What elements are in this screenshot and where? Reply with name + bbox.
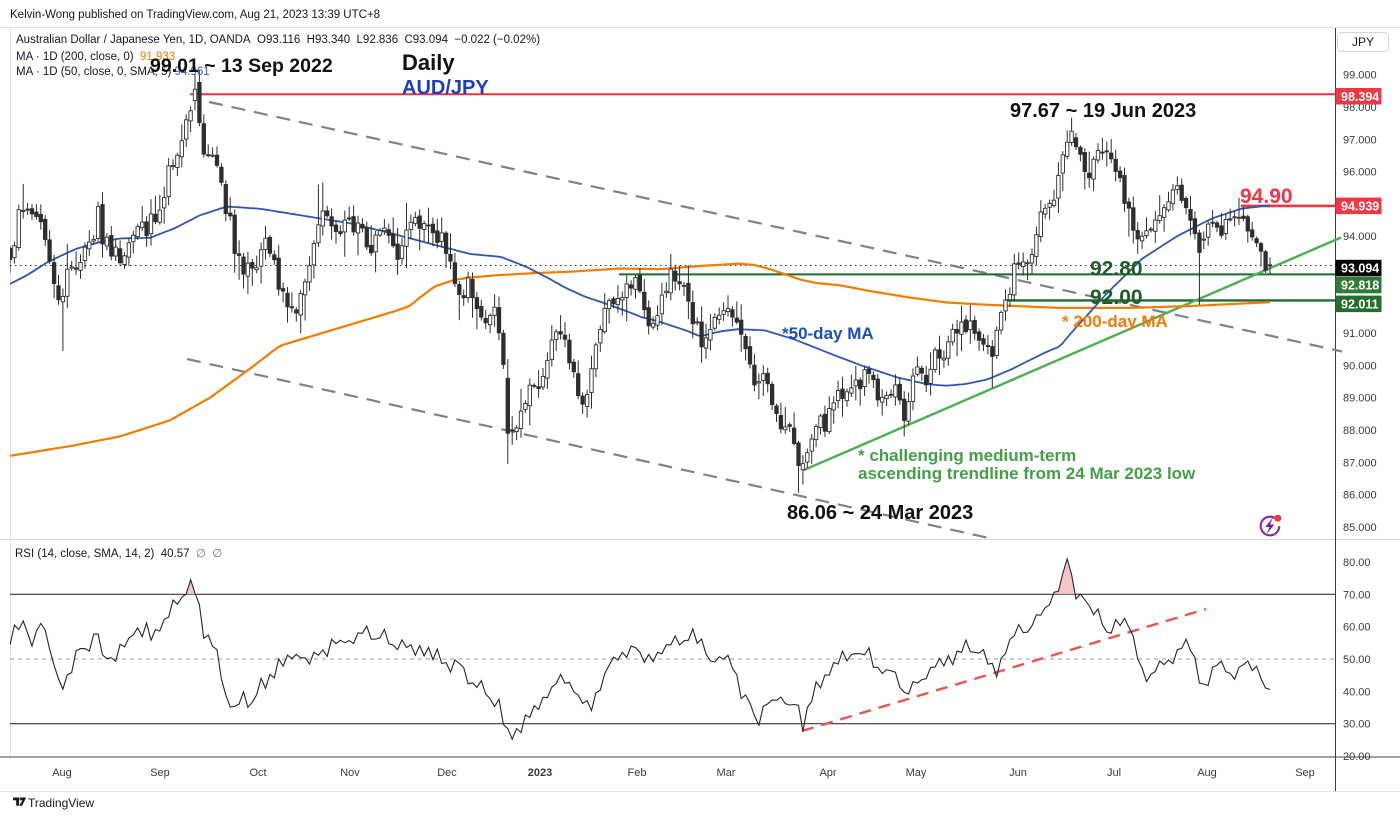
- svg-text:Sep: Sep: [1295, 767, 1315, 779]
- svg-text:MA · 1D (50, close, 0, SMA, 5): MA · 1D (50, close, 0, SMA, 5) 94.961: [16, 66, 210, 78]
- svg-text:2023: 2023: [528, 767, 552, 779]
- svg-text:94.939: 94.939: [1341, 199, 1379, 213]
- svg-text:Nov: Nov: [340, 767, 360, 779]
- svg-text:40.00: 40.00: [1343, 686, 1371, 698]
- svg-text:JPY: JPY: [1352, 35, 1374, 49]
- svg-text:99.000: 99.000: [1343, 70, 1377, 82]
- svg-text:MA · 1D (200, close, 0) 91.93: MA · 1D (200, close, 0) 91.933: [16, 51, 175, 63]
- svg-text:98.000: 98.000: [1343, 102, 1377, 114]
- svg-text:50.00: 50.00: [1343, 654, 1371, 666]
- svg-text:Australian Dollar / Japanese Y: Australian Dollar / Japanese Yen, 1D, OA…: [16, 34, 540, 46]
- svg-text:Aug: Aug: [52, 767, 72, 779]
- svg-text:92.818: 92.818: [1341, 279, 1379, 293]
- svg-text:91.000: 91.000: [1343, 328, 1377, 340]
- svg-text:Dec: Dec: [437, 767, 457, 779]
- svg-text:RSI (14, close, SMA, 14, 2) 4: RSI (14, close, SMA, 14, 2) 40.57 ∅ ∅: [15, 548, 222, 560]
- svg-text:93.094: 93.094: [1341, 262, 1379, 276]
- svg-text:*50-day MA: *50-day MA: [782, 324, 874, 343]
- svg-text:Jun: Jun: [1009, 767, 1027, 779]
- svg-text:96.000: 96.000: [1343, 167, 1377, 179]
- svg-text:Apr: Apr: [819, 767, 836, 779]
- svg-text:92.00: 92.00: [1090, 286, 1143, 309]
- svg-text:* challenging medium-term: * challenging medium-term: [858, 446, 1076, 465]
- svg-text:94.90: 94.90: [1240, 185, 1293, 208]
- svg-text:60.00: 60.00: [1343, 622, 1371, 634]
- svg-text:Aug: Aug: [1197, 767, 1217, 779]
- svg-text:87.000: 87.000: [1343, 457, 1377, 469]
- svg-text:85.000: 85.000: [1343, 522, 1377, 534]
- svg-text:92.80: 92.80: [1090, 258, 1143, 281]
- svg-text:97.000: 97.000: [1343, 134, 1377, 146]
- svg-text:86.000: 86.000: [1343, 490, 1377, 502]
- svg-text:92.011: 92.011: [1341, 297, 1379, 311]
- svg-text:90.000: 90.000: [1343, 360, 1377, 372]
- svg-text:Mar: Mar: [717, 767, 736, 779]
- svg-text:99.01 ~ 13 Sep 2022: 99.01 ~ 13 Sep 2022: [150, 55, 333, 77]
- svg-text:AUD/JPY: AUD/JPY: [402, 77, 489, 99]
- svg-text:20.00: 20.00: [1343, 751, 1371, 763]
- svg-text:ascending trendline from 24 Ma: ascending trendline from 24 Mar 2023 low: [858, 464, 1196, 483]
- svg-text:Jul: Jul: [1107, 767, 1121, 779]
- svg-text:Sep: Sep: [150, 767, 170, 779]
- svg-text:88.000: 88.000: [1343, 425, 1377, 437]
- svg-text:Feb: Feb: [628, 767, 647, 779]
- svg-text:94.000: 94.000: [1343, 231, 1377, 243]
- svg-text:80.00: 80.00: [1343, 557, 1371, 569]
- svg-text:Oct: Oct: [249, 767, 266, 779]
- svg-text:TradingView: TradingView: [28, 796, 94, 810]
- svg-text:May: May: [906, 767, 927, 779]
- svg-text:98.394: 98.394: [1341, 90, 1379, 104]
- svg-text:Daily: Daily: [402, 50, 455, 75]
- svg-text:70.00: 70.00: [1343, 589, 1371, 601]
- svg-text:89.000: 89.000: [1343, 393, 1377, 405]
- svg-text:97.67 ~ 19 Jun 2023: 97.67 ~ 19 Jun 2023: [1010, 100, 1196, 122]
- svg-text:Kelvin-Wong published on Tradi: Kelvin-Wong published on TradingView.com…: [10, 9, 380, 21]
- svg-text:86.06 ~ 24 Mar 2023: 86.06 ~ 24 Mar 2023: [787, 502, 973, 524]
- svg-text:* 200-day MA: * 200-day MA: [1062, 312, 1168, 331]
- svg-text:30.00: 30.00: [1343, 719, 1371, 731]
